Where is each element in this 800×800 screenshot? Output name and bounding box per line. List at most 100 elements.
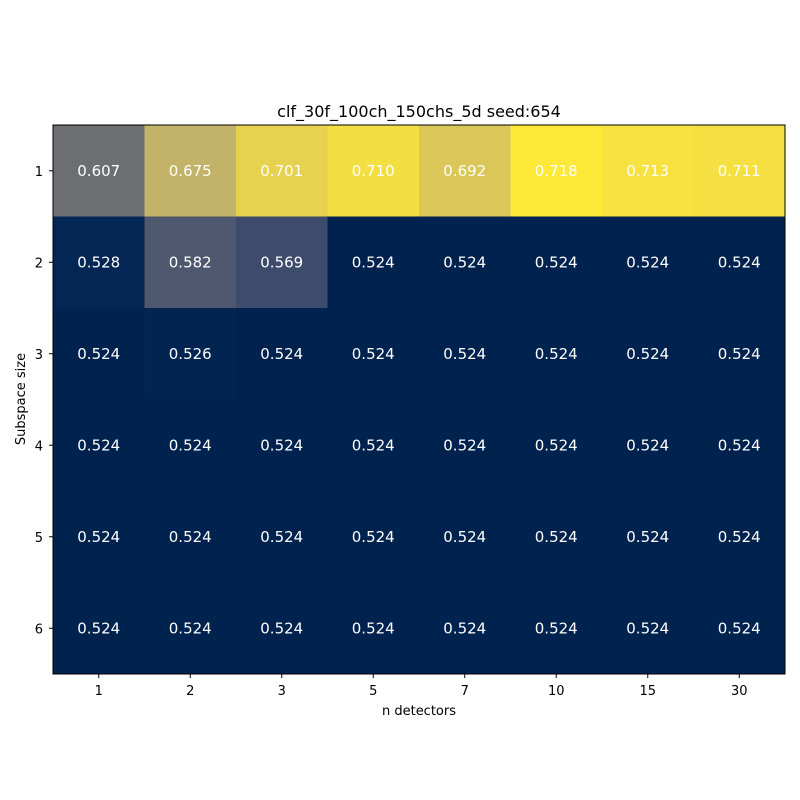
y-axis-label: Subspace size	[14, 353, 29, 445]
heatmap-cell-r1-c10	[510, 125, 603, 217]
cell-value-label: 0.524	[718, 345, 761, 363]
cell-value-label: 0.524	[718, 253, 761, 271]
heatmap-cell-r6-c3	[236, 582, 328, 675]
cell-value-label: 0.524	[626, 253, 669, 271]
x-tick-label: 2	[186, 684, 194, 699]
heatmap-cell-r1-c3	[236, 125, 328, 217]
cell-value-label: 0.524	[77, 528, 120, 546]
heatmap-cell-r3-c10	[510, 308, 603, 400]
heatmap-cell-r2-c7	[419, 216, 511, 309]
heatmap-cell-r3-c7	[419, 308, 511, 400]
y-axis-ticks: 1 2 3 4 5 6	[35, 165, 53, 637]
cell-value-label: 0.701	[260, 162, 303, 180]
heatmap-cell-labels: 0.607 0.675 0.701 0.710 0.692 0.718 0.713 0.711…	[77, 162, 760, 638]
cell-value-label: 0.582	[169, 253, 212, 271]
heatmap-cell-r6-c15	[602, 582, 694, 675]
cell-value-label: 0.524	[352, 528, 395, 546]
cell-value-label: 0.524	[169, 436, 212, 454]
cell-value-label: 0.524	[718, 619, 761, 637]
cell-value-label: 0.524	[352, 253, 395, 271]
heatmap-cell-r6-c30	[693, 582, 786, 675]
heatmap-cell-r1-c30	[693, 125, 786, 217]
heatmap-cell-r2-c5	[327, 216, 420, 309]
heatmap-cell-r4-c5	[327, 399, 420, 492]
heatmap-cell-r1-c15	[602, 125, 694, 217]
heatmap-cell-r2-c1	[53, 216, 145, 309]
cell-value-label: 0.710	[352, 162, 395, 180]
heatmap-cell-r1-c2	[144, 125, 237, 217]
heatmap-cell-r4-c7	[419, 399, 511, 492]
heatmap-cell-r4-c10	[510, 399, 603, 492]
heatmap-cell-r5-c1	[53, 491, 145, 583]
x-tick-label: 10	[548, 684, 565, 699]
heatmap-cell-r4-c2	[144, 399, 237, 492]
chart-title: clf_30f_100ch_150chs_5d seed:654	[277, 102, 561, 122]
cell-value-label: 0.524	[535, 528, 578, 546]
cell-value-label: 0.524	[443, 253, 486, 271]
heatmap-cell-r5-c15	[602, 491, 694, 583]
heatmap-cell-r5-c2	[144, 491, 237, 583]
x-axis-ticks: 1 2 3 5 7 10 15 30	[95, 674, 748, 699]
cell-value-label: 0.524	[626, 528, 669, 546]
cell-value-label: 0.692	[443, 162, 486, 180]
y-tick-label: 2	[35, 256, 43, 271]
heatmap-cell-r6-c7	[419, 582, 511, 675]
heatmap-cell-r1-c1	[53, 125, 145, 217]
cell-value-label: 0.524	[535, 436, 578, 454]
cell-value-label: 0.524	[77, 436, 120, 454]
cell-value-label: 0.524	[718, 436, 761, 454]
heatmap-cell-r5-c5	[327, 491, 420, 583]
heatmap-cell-r4-c30	[693, 399, 786, 492]
heatmap-cell-r5-c10	[510, 491, 603, 583]
cell-value-label: 0.524	[626, 345, 669, 363]
cell-value-label: 0.524	[443, 619, 486, 637]
cell-value-label: 0.524	[260, 619, 303, 637]
cell-value-label: 0.524	[626, 436, 669, 454]
cell-value-label: 0.524	[352, 345, 395, 363]
cell-value-label: 0.524	[260, 436, 303, 454]
x-tick-label: 7	[461, 684, 469, 699]
y-tick-label: 5	[35, 531, 43, 546]
x-axis-label: n detectors	[382, 704, 456, 719]
cell-value-label: 0.524	[77, 619, 120, 637]
x-tick-label: 5	[369, 684, 377, 699]
heatmap-cell-r1-c7	[419, 125, 511, 217]
x-tick-label: 15	[639, 684, 656, 699]
heatmap-cell-r2-c3	[236, 216, 328, 309]
heatmap-cell-r5-c7	[419, 491, 511, 583]
cell-value-label: 0.718	[535, 162, 578, 180]
y-tick-label: 4	[35, 439, 43, 454]
x-tick-label: 30	[731, 684, 748, 699]
cell-value-label: 0.524	[77, 345, 120, 363]
cell-value-label: 0.524	[260, 528, 303, 546]
heatmap-cell-r4-c15	[602, 399, 694, 492]
plot-frame	[52, 124, 786, 675]
heatmap-cell-r6-c1	[53, 582, 145, 675]
cell-value-label: 0.524	[718, 528, 761, 546]
heatmap-cell-r1-c5	[327, 125, 420, 217]
cell-value-label: 0.713	[626, 162, 669, 180]
cell-value-label: 0.675	[169, 162, 212, 180]
x-tick-label: 3	[278, 684, 286, 699]
cell-value-label: 0.524	[443, 345, 486, 363]
heatmap-cell-r4-c3	[236, 399, 328, 492]
heatmap-cell-r2-c2	[144, 216, 237, 309]
cell-value-label: 0.528	[77, 253, 120, 271]
cell-value-label: 0.524	[352, 619, 395, 637]
heatmap-cell-r2-c15	[602, 216, 694, 309]
heatmap-cell-r5-c30	[693, 491, 786, 583]
heatmap-cell-r6-c2	[144, 582, 237, 675]
y-tick-label: 6	[35, 622, 43, 637]
x-tick-label: 1	[95, 684, 103, 699]
heatmap-cells	[53, 125, 786, 675]
cell-value-label: 0.524	[443, 528, 486, 546]
cell-value-label: 0.524	[352, 436, 395, 454]
cell-value-label: 0.524	[443, 436, 486, 454]
y-tick-label: 3	[35, 348, 43, 363]
cell-value-label: 0.526	[169, 345, 212, 363]
cell-value-label: 0.524	[535, 253, 578, 271]
cell-value-label: 0.524	[260, 345, 303, 363]
heatmap-cell-r5-c3	[236, 491, 328, 583]
cell-value-label: 0.711	[718, 162, 761, 180]
